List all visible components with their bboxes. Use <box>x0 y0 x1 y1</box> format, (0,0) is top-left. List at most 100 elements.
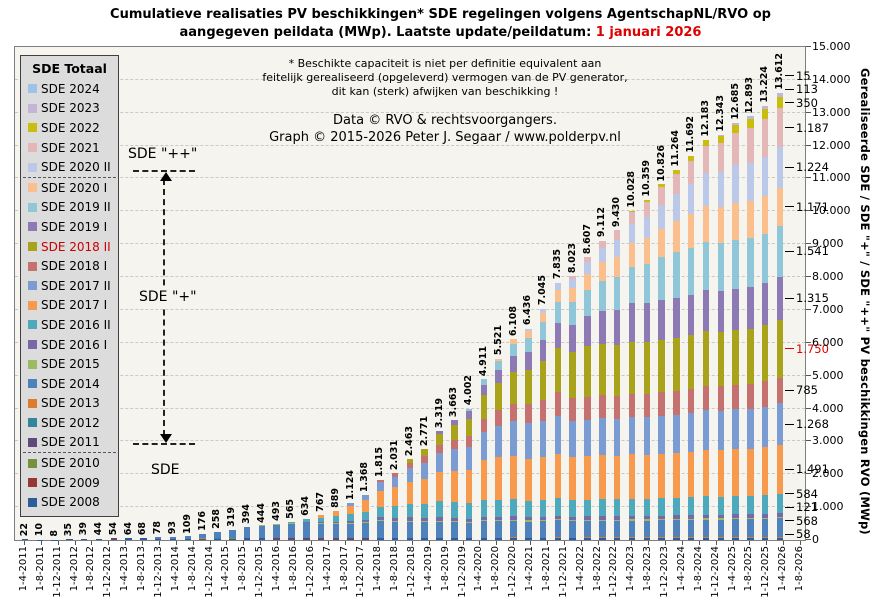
bar-segment <box>761 119 769 158</box>
bar <box>747 116 754 540</box>
legend-item-sde-2020-ii: SDE 2020 II <box>21 157 118 177</box>
bar-segment <box>154 538 162 540</box>
bar-segment <box>776 513 784 518</box>
bar-segment <box>480 499 488 517</box>
legend-label: SDE 2012 <box>41 415 100 430</box>
bar <box>406 459 414 540</box>
bar-segment <box>717 171 725 208</box>
bar <box>332 510 340 540</box>
legend-item-sde-2019-ii: SDE 2019 II <box>21 198 118 218</box>
bar-segment <box>465 518 473 522</box>
x-axis-tick-label: 1-4-2020 <box>473 546 485 592</box>
bar-segment <box>761 108 769 120</box>
arrowhead-down <box>160 434 172 443</box>
group-label-sde-plus-plus: SDE "++" <box>128 146 198 162</box>
bar-segment <box>347 503 354 506</box>
bar-segment <box>525 517 532 521</box>
bar-segment <box>539 457 547 500</box>
bar-segment <box>761 538 769 540</box>
group-label-sde: SDE <box>151 462 180 478</box>
x-axis-tick-mark <box>209 541 211 545</box>
x-axis-tick-mark <box>513 541 515 545</box>
bar-segment <box>465 411 473 419</box>
bar-segment <box>702 449 710 497</box>
bar-segment <box>421 478 428 504</box>
bar-segment <box>584 519 591 522</box>
bar-segment <box>525 458 532 501</box>
bar-segment <box>451 439 458 450</box>
arrowhead-up <box>160 172 172 181</box>
segment-callout-sde-2020-ii: 1.224 <box>785 160 829 174</box>
bar-segment <box>391 473 399 477</box>
callout-value: 1.268 <box>796 417 829 432</box>
bar-total-label: 493 <box>270 500 282 521</box>
bar-segment <box>776 444 784 494</box>
bar-segment <box>747 518 754 520</box>
bar-segment <box>303 537 310 539</box>
x-axis-tick-mark <box>614 541 616 545</box>
bar-segment <box>465 538 473 540</box>
bar-segment <box>495 360 502 370</box>
x-axis-tick-mark <box>260 541 262 545</box>
bar-segment <box>451 449 458 471</box>
x-axis-tick-mark <box>108 541 110 545</box>
x-axis-tick-label: 1-4-2015 <box>220 546 232 592</box>
y-axis-tick-mark <box>806 374 811 376</box>
bar-segment <box>362 522 369 524</box>
bar-segment <box>613 419 621 456</box>
legend-item-sde-2018-i: SDE 2018 I <box>21 256 118 276</box>
x-axis-tick-label: 1-4-2025 <box>726 546 738 592</box>
bar <box>776 92 784 540</box>
bar-segment <box>613 499 621 517</box>
y-axis-tick-label: 13.000 <box>812 105 851 119</box>
bar-segment <box>584 521 591 538</box>
bar <box>110 538 118 540</box>
x-axis-tick-label: 1-8-2018 <box>389 546 401 592</box>
bar-segment <box>643 216 650 239</box>
bar-segment <box>673 298 680 339</box>
gridline <box>15 144 805 146</box>
bar-segment <box>673 515 680 520</box>
bar-segment <box>584 516 591 520</box>
bar-segment <box>643 515 650 520</box>
y-axis-tick-label: 2.000 <box>812 467 844 481</box>
legend-item-sde-2013: SDE 2013 <box>21 394 118 414</box>
bar-segment <box>761 517 769 519</box>
bar <box>317 514 325 540</box>
bar-segment <box>673 519 680 521</box>
bar-segment <box>495 537 502 539</box>
bar-segment <box>377 538 384 540</box>
x-axis-tick-mark <box>310 541 312 545</box>
bar-segment <box>717 142 725 172</box>
bar-segment <box>406 538 414 540</box>
bar-segment <box>406 459 414 463</box>
bar-segment <box>613 537 621 539</box>
legend-item-sde-2019-i: SDE 2019 I <box>21 217 118 237</box>
bar-segment <box>495 521 502 538</box>
bar <box>465 408 473 540</box>
x-axis-tick-mark <box>546 541 548 545</box>
x-axis-tick-label: 1-4-2019 <box>422 546 434 592</box>
bar-total-label: 13.224 <box>759 65 771 103</box>
bar-segment <box>732 329 739 385</box>
bar-segment <box>406 503 414 518</box>
bar-segment <box>539 400 547 421</box>
bar <box>154 537 162 540</box>
bar-segment <box>687 451 695 498</box>
y-axis-tick-label: 12.000 <box>812 138 851 152</box>
callout-leader-line <box>785 533 794 535</box>
bar-segment <box>732 164 739 204</box>
gridline <box>15 78 805 80</box>
x-axis-tick-label: 1-8-2020 <box>490 546 502 592</box>
bar-segment <box>673 538 680 540</box>
legend: SDE Totaal SDE 2024 SDE 2023 SDE 2022 SDE 2… <box>20 55 119 518</box>
bar <box>539 308 547 540</box>
bar-total-label: 10 <box>33 523 45 537</box>
bar-segment <box>673 169 680 174</box>
bar-segment <box>717 134 725 136</box>
legend-swatch <box>28 281 37 291</box>
legend-swatch <box>28 458 37 468</box>
bar-segment <box>717 537 725 538</box>
bar-segment <box>436 453 443 473</box>
x-axis-tick-mark <box>496 541 498 545</box>
